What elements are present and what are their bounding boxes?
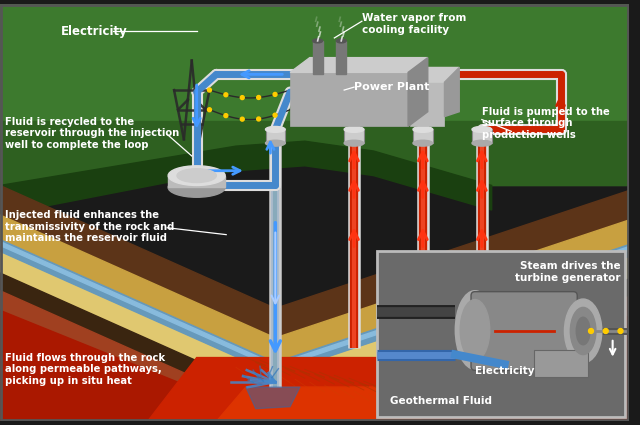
Bar <box>168 176 225 187</box>
Circle shape <box>273 93 277 96</box>
Text: Fluid flows through the rock
along permeable pathways,
picking up in situ heat: Fluid flows through the rock along perme… <box>5 353 165 386</box>
Polygon shape <box>0 310 629 422</box>
Ellipse shape <box>266 140 285 146</box>
Polygon shape <box>0 141 492 215</box>
Text: Fluid is recycled to the
reservoir through the injection
well to complete the lo: Fluid is recycled to the reservoir throu… <box>5 116 179 150</box>
Text: Fluid is pumped to the
surface through
production wells: Fluid is pumped to the surface through p… <box>482 107 609 140</box>
Ellipse shape <box>344 140 364 146</box>
Text: Electricity: Electricity <box>61 25 128 38</box>
Polygon shape <box>0 251 629 395</box>
Bar <box>336 41 346 74</box>
Polygon shape <box>0 240 629 374</box>
Polygon shape <box>290 58 428 72</box>
Circle shape <box>589 329 593 334</box>
Ellipse shape <box>455 291 495 369</box>
Circle shape <box>257 117 260 121</box>
Circle shape <box>207 88 211 92</box>
Ellipse shape <box>168 178 225 197</box>
Polygon shape <box>0 215 629 362</box>
Circle shape <box>224 113 228 118</box>
FancyBboxPatch shape <box>266 129 285 143</box>
Polygon shape <box>0 122 629 185</box>
Polygon shape <box>444 68 460 116</box>
Polygon shape <box>0 3 629 185</box>
Polygon shape <box>246 387 300 409</box>
Bar <box>410 82 444 127</box>
Bar <box>376 251 625 416</box>
Polygon shape <box>0 241 629 368</box>
FancyBboxPatch shape <box>344 129 364 143</box>
Circle shape <box>240 117 244 121</box>
Polygon shape <box>410 68 460 82</box>
FancyBboxPatch shape <box>471 292 577 370</box>
Polygon shape <box>147 357 492 422</box>
Bar <box>290 72 408 127</box>
Bar <box>313 41 323 74</box>
Text: Power Plant: Power Plant <box>354 82 429 92</box>
Circle shape <box>207 108 211 112</box>
Ellipse shape <box>344 127 364 132</box>
Text: Steam drives the
turbine generator: Steam drives the turbine generator <box>515 261 621 283</box>
Circle shape <box>273 113 277 117</box>
Polygon shape <box>408 58 428 127</box>
Polygon shape <box>216 387 423 422</box>
Text: Electricity: Electricity <box>475 366 534 376</box>
Circle shape <box>633 329 637 334</box>
Ellipse shape <box>472 127 492 132</box>
Ellipse shape <box>413 127 433 132</box>
Ellipse shape <box>336 39 346 43</box>
FancyBboxPatch shape <box>413 129 433 143</box>
Polygon shape <box>0 273 629 413</box>
Polygon shape <box>0 291 629 425</box>
Text: Injected fluid enhances the
transmissivity of the rock and
maintains the reservo: Injected fluid enhances the transmissivi… <box>5 210 174 243</box>
Ellipse shape <box>564 299 602 363</box>
Circle shape <box>618 329 623 334</box>
Circle shape <box>604 329 608 334</box>
Ellipse shape <box>168 166 225 185</box>
Ellipse shape <box>313 39 323 43</box>
Ellipse shape <box>570 307 596 354</box>
Polygon shape <box>0 185 629 337</box>
FancyBboxPatch shape <box>472 129 492 143</box>
Circle shape <box>240 96 244 99</box>
Ellipse shape <box>472 140 492 146</box>
Ellipse shape <box>413 140 433 146</box>
Ellipse shape <box>460 300 490 360</box>
Text: Geothermal Fluid: Geothermal Fluid <box>390 396 492 406</box>
Ellipse shape <box>266 127 285 132</box>
Ellipse shape <box>177 169 216 182</box>
Circle shape <box>257 96 260 99</box>
Ellipse shape <box>576 317 590 345</box>
Text: Water vapor from
cooling facility: Water vapor from cooling facility <box>362 13 467 35</box>
Circle shape <box>224 93 228 97</box>
FancyBboxPatch shape <box>534 350 588 377</box>
